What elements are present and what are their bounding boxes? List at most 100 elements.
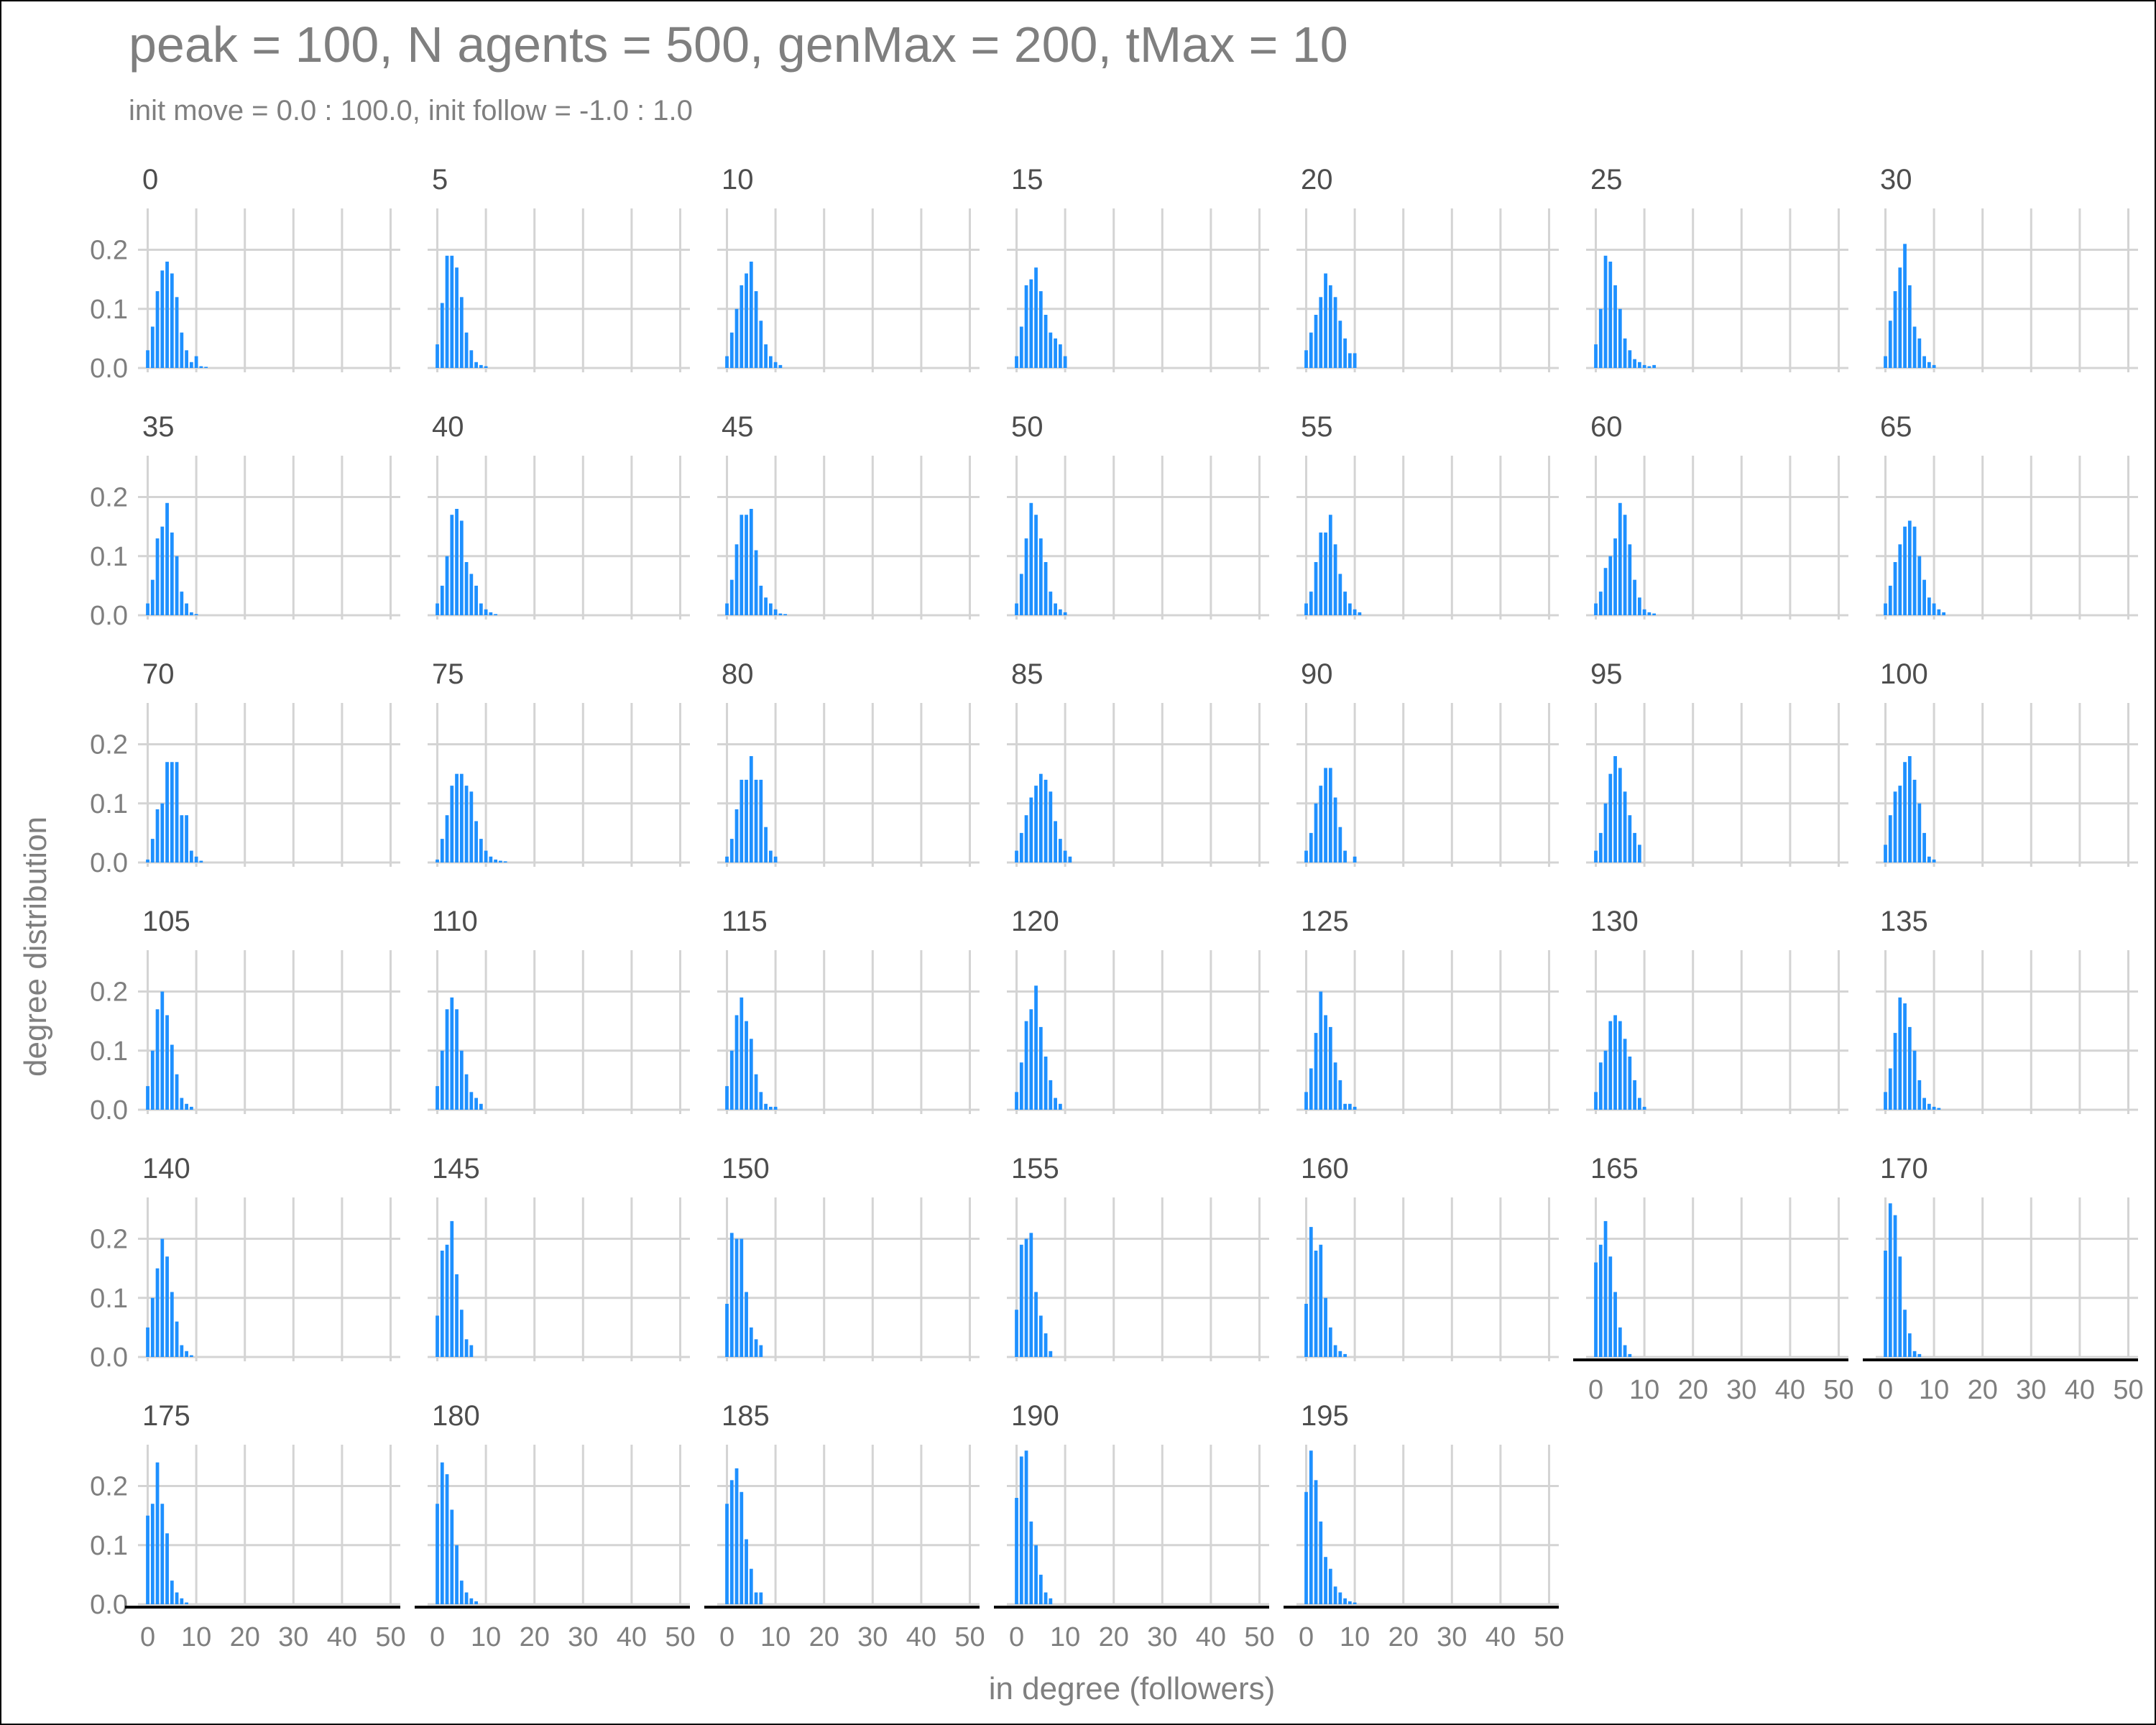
histogram-bar — [484, 609, 488, 615]
x-tick-label: 0 — [1588, 1375, 1603, 1405]
histogram-bar — [1319, 786, 1323, 862]
histogram-bar — [729, 332, 734, 368]
histogram-bar — [146, 1327, 149, 1357]
histogram-bar — [1647, 366, 1651, 368]
histogram-bar — [1927, 597, 1931, 615]
chart-subtitle: init move = 0.0 : 100.0, init follow = -… — [129, 95, 693, 126]
histogram-bar — [1927, 362, 1931, 368]
facet-strip-label: 70 — [142, 658, 175, 690]
histogram-bar — [185, 1103, 188, 1110]
histogram-bar — [759, 1345, 763, 1357]
histogram-bar — [479, 1103, 483, 1110]
histogram-bar — [1044, 1592, 1048, 1604]
histogram-bar — [180, 592, 184, 615]
facet-panel-50: 50 — [1007, 411, 1269, 620]
histogram-bar — [1353, 856, 1357, 862]
facet-panel-105: 105 0.0 0.1 0.2 — [90, 906, 400, 1126]
y-tick-label: 0.2 — [90, 483, 128, 513]
histogram-bar — [1603, 255, 1608, 368]
histogram-bar — [1049, 332, 1053, 368]
histogram-bar — [745, 273, 748, 368]
histogram-bar — [1884, 1251, 1887, 1357]
histogram-bar — [1338, 574, 1342, 615]
histogram-bar — [440, 303, 444, 368]
histogram-bar — [1314, 315, 1318, 368]
histogram-bar — [1623, 791, 1627, 862]
histogram-bar — [1034, 515, 1038, 615]
histogram-bar — [1054, 1098, 1057, 1110]
facet-strip-label: 120 — [1011, 906, 1059, 937]
histogram-bar — [1333, 1062, 1337, 1110]
histogram-bar — [479, 603, 483, 615]
histogram-bar — [1907, 285, 1912, 368]
histogram-bar — [1608, 262, 1613, 368]
histogram-bar — [1888, 321, 1892, 368]
histogram-bar — [469, 1092, 474, 1110]
facet-panel-100: 100 — [1876, 658, 2138, 867]
histogram-bar — [734, 308, 739, 368]
x-tick-label: 0 — [719, 1622, 734, 1652]
histogram-bar — [1044, 1057, 1048, 1110]
histogram-bar — [754, 779, 758, 862]
histogram-bar — [1063, 850, 1067, 862]
histogram-bar — [725, 356, 729, 368]
histogram-bar — [1319, 532, 1323, 615]
histogram-bar — [1034, 267, 1038, 368]
histogram-bar — [1603, 1220, 1608, 1357]
histogram-bar — [1898, 1256, 1902, 1357]
histogram-bar — [1618, 768, 1622, 862]
histogram-bar — [455, 1274, 459, 1357]
histogram-bar — [459, 773, 464, 862]
histogram-bar — [1353, 1602, 1357, 1604]
histogram-bar — [175, 1074, 179, 1110]
histogram-bar — [1029, 1009, 1033, 1110]
histogram-bar — [1328, 1327, 1332, 1357]
histogram-bar — [160, 1238, 165, 1357]
x-tick-label: 0 — [1878, 1375, 1893, 1405]
facet-panel-160: 160 — [1296, 1153, 1559, 1361]
facet-strip-label: 145 — [432, 1153, 480, 1184]
histogram-bar — [170, 1581, 174, 1604]
histogram-bar — [1338, 1351, 1342, 1357]
histogram-bar — [1304, 850, 1308, 862]
histogram-bar — [1903, 1310, 1907, 1357]
histogram-bar — [749, 262, 753, 368]
histogram-bar — [1343, 338, 1347, 368]
histogram-bar — [1353, 1106, 1357, 1110]
x-tick-label: 10 — [181, 1622, 211, 1652]
histogram-bar — [1942, 612, 1946, 615]
histogram-bar — [1063, 612, 1067, 615]
histogram-bar — [150, 326, 155, 368]
x-tick-label: 50 — [665, 1622, 695, 1652]
histogram-bar — [1304, 1092, 1308, 1110]
histogram-bar — [436, 859, 439, 862]
histogram-bar — [1633, 579, 1636, 615]
histogram-bar — [445, 815, 449, 862]
histogram-bar — [185, 1602, 188, 1604]
histogram-bar — [1058, 1103, 1062, 1110]
histogram-bar — [1348, 603, 1352, 615]
facet-panel-135: 135 — [1876, 906, 2138, 1114]
histogram-bar — [1618, 1021, 1622, 1110]
x-tick-label: 50 — [1823, 1375, 1853, 1405]
histogram-bar — [1623, 1345, 1627, 1357]
histogram-bar — [768, 850, 773, 862]
histogram-bar — [1319, 1521, 1323, 1604]
histogram-bar — [150, 839, 155, 862]
histogram-bar — [754, 550, 758, 615]
histogram-bar — [1642, 609, 1646, 615]
y-axis-title: degree distribution — [18, 816, 53, 1077]
histogram-bar — [749, 1568, 753, 1604]
x-tick-label: 20 — [1968, 1375, 1998, 1405]
histogram-bar — [1029, 797, 1033, 862]
histogram-bar — [1628, 1057, 1632, 1110]
histogram-bar — [768, 603, 773, 615]
histogram-bar — [1594, 850, 1598, 862]
histogram-bar — [1309, 592, 1313, 615]
histogram-bar — [1333, 544, 1337, 615]
facet-strip-label: 190 — [1011, 1400, 1059, 1432]
histogram-bar — [1932, 1106, 1936, 1110]
histogram-bar — [1304, 350, 1308, 368]
facet-panel-115: 115 — [717, 906, 980, 1114]
histogram-bar — [1912, 526, 1917, 615]
